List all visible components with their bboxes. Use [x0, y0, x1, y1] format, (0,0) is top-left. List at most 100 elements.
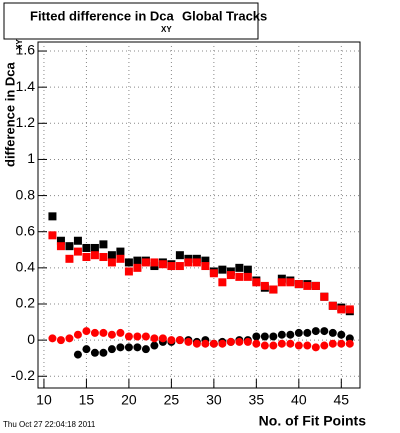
y-axis-label: difference in Dca: [2, 61, 17, 167]
circle-marker: [192, 339, 201, 348]
circle-marker: [337, 339, 346, 348]
square-marker: [48, 212, 57, 221]
square-marker: [124, 258, 133, 267]
circle-marker: [337, 330, 346, 339]
circle-marker: [82, 327, 91, 336]
square-marker: [243, 272, 252, 281]
square-marker: [124, 267, 133, 276]
x-tick-label: 35: [249, 392, 265, 408]
square-marker: [192, 258, 201, 267]
circle-marker: [141, 345, 150, 354]
circle-marker: [311, 327, 320, 336]
square-marker: [294, 280, 303, 289]
circle-marker: [201, 339, 210, 348]
y-tick-label: 0.8: [16, 186, 36, 202]
x-tick-label: 15: [79, 392, 95, 408]
square-marker: [243, 265, 252, 274]
square-marker: [218, 278, 227, 287]
square-marker: [175, 251, 184, 260]
y-tick-label: 1.6: [16, 42, 36, 58]
circle-marker: [311, 343, 320, 352]
square-marker: [328, 301, 337, 310]
circle-marker: [260, 332, 269, 341]
circle-marker: [73, 330, 82, 339]
square-marker: [116, 254, 125, 263]
square-marker: [107, 251, 116, 260]
square-marker: [73, 236, 82, 245]
circle-marker: [90, 348, 99, 357]
circle-marker: [158, 334, 167, 343]
circle-marker: [124, 332, 133, 341]
square-marker: [235, 263, 244, 272]
square-marker: [269, 285, 278, 294]
circle-marker: [252, 332, 261, 341]
square-marker: [73, 247, 82, 256]
circle-marker: [269, 332, 278, 341]
circle-marker: [107, 330, 116, 339]
square-marker: [158, 260, 167, 269]
circle-marker: [260, 341, 269, 350]
square-marker: [320, 292, 329, 301]
circle-marker: [65, 334, 74, 343]
circle-marker: [150, 334, 159, 343]
y-tick-label: -0.2: [11, 367, 35, 383]
y-tick-label: 1.2: [16, 114, 36, 130]
y-tick-label: 0: [27, 331, 35, 347]
circle-marker: [90, 328, 99, 337]
circle-marker: [320, 341, 329, 350]
circle-marker: [133, 343, 142, 352]
square-marker: [82, 253, 91, 262]
square-marker: [226, 271, 235, 280]
square-marker: [56, 242, 65, 251]
circle-marker: [303, 341, 312, 350]
circle-marker: [235, 337, 244, 346]
circle-marker: [124, 343, 133, 352]
square-marker: [90, 251, 99, 260]
circle-marker: [286, 330, 295, 339]
timestamp: Thu Oct 27 22:04:18 2011: [3, 420, 96, 429]
square-marker: [65, 242, 74, 251]
x-tick-label: 10: [36, 392, 52, 408]
circle-marker: [107, 345, 116, 354]
square-marker: [345, 305, 354, 314]
title-subscript: XY: [161, 25, 172, 34]
circle-marker: [303, 328, 312, 337]
square-marker: [277, 278, 286, 287]
y-axis-label-subscript: XY: [15, 39, 24, 50]
circle-marker: [150, 341, 159, 350]
square-marker: [184, 258, 193, 267]
x-axis-label: No. of Fit Points: [259, 413, 367, 429]
circle-marker: [133, 332, 142, 341]
x-tick-label: 40: [291, 392, 307, 408]
circle-marker: [141, 332, 150, 341]
title-suffix: Global Tracks: [182, 8, 267, 23]
square-marker: [56, 236, 65, 245]
square-marker: [133, 263, 142, 272]
circle-marker: [175, 336, 184, 345]
square-marker: [260, 281, 269, 290]
square-marker: [116, 247, 125, 256]
square-marker: [99, 240, 108, 249]
square-marker: [311, 281, 320, 290]
square-marker: [337, 305, 346, 314]
circle-marker: [167, 336, 176, 345]
circle-marker: [82, 345, 91, 354]
circle-marker: [269, 341, 278, 350]
x-tick-label: 30: [206, 392, 222, 408]
circle-marker: [73, 350, 82, 359]
circle-marker: [99, 328, 108, 337]
circle-marker: [345, 339, 354, 348]
x-tick-label: 20: [121, 392, 137, 408]
chart-title: Fitted difference in Dca: [30, 8, 175, 23]
circle-marker: [116, 343, 125, 352]
circle-marker: [320, 327, 329, 336]
square-marker: [150, 258, 159, 267]
square-marker: [252, 278, 261, 287]
square-marker: [209, 269, 218, 278]
circle-marker: [48, 334, 57, 343]
square-marker: [235, 272, 244, 281]
square-marker: [286, 278, 295, 287]
circle-marker: [277, 330, 286, 339]
